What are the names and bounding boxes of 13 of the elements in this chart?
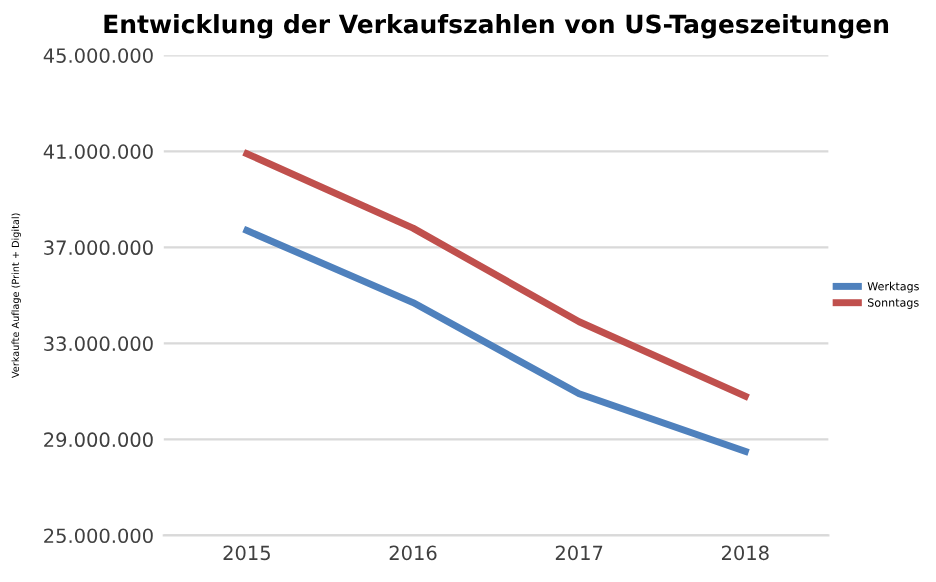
- x-tick-label: 2016: [389, 545, 437, 561]
- y-tick-label: 29.000.000: [44, 432, 153, 448]
- y-tick-label: 25.000.000: [44, 528, 153, 544]
- y-tick-label: 41.000.000: [43, 144, 153, 159]
- line-series: [243, 150, 749, 400]
- line-series: [243, 227, 749, 455]
- x-tick-label: 2015: [223, 545, 270, 561]
- y-tick-label: 37.000.000: [44, 240, 153, 256]
- x-tick-label: 2017: [555, 545, 603, 561]
- y-tick-label: 33.000.000: [44, 336, 153, 352]
- y-tick-label: 45.000.000: [43, 48, 153, 63]
- x-tick-label: 2018: [721, 545, 769, 561]
- chart-title: Entwicklung der Verkaufszahlen von US-Tageszeitungen: [104, 14, 889, 39]
